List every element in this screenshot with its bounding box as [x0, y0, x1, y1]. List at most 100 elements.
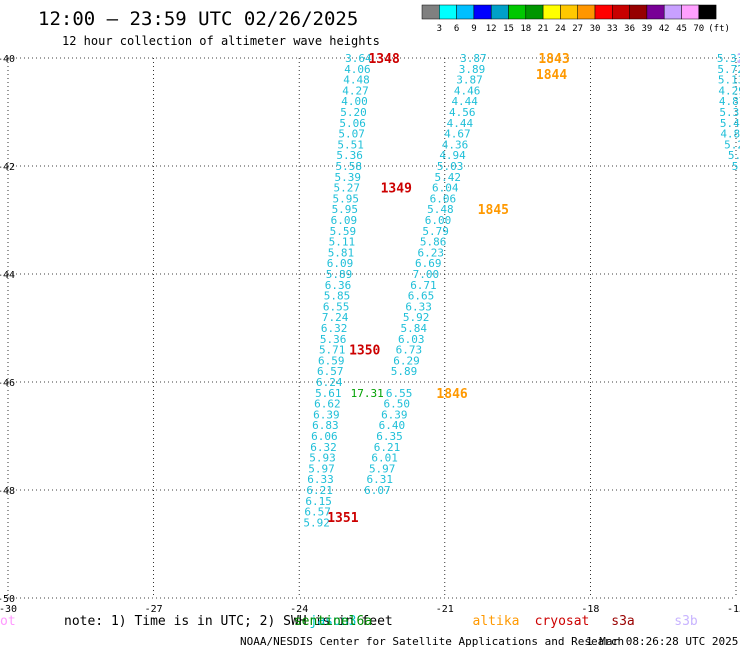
wave-height-value: 5.36	[320, 333, 347, 346]
wave-height-value: 5.72	[717, 63, 740, 76]
chart-title: 12:00 – 23:59 UTC 02/26/2025	[38, 8, 358, 30]
wave-height-value: 6.71	[410, 279, 437, 292]
wave-height-value: 5.92	[303, 516, 330, 529]
satellite-altika: altika	[473, 614, 520, 629]
wave-height-value: 5.20	[340, 106, 367, 119]
wave-height-value: 5.86	[420, 236, 447, 249]
axis-ticks: -30 -27 -24 -21 -18 -15 -40 -42 -44 -46 -48 -50	[0, 54, 740, 615]
legend-label: 3	[437, 24, 442, 34]
pass-time-label: 1845	[478, 203, 509, 218]
note-text: note: 1) Time is in UTC; 2) SWH is in fe…	[64, 614, 393, 629]
legend-swatch	[542, 4, 561, 20]
satellite-jason3: jason3	[310, 614, 357, 629]
pass-time-label: 1846	[436, 387, 467, 402]
wave-height-value: 5.27	[334, 182, 361, 195]
wave-height-value: 5.51	[337, 138, 364, 151]
wave-height-value: 6.21	[374, 441, 401, 454]
pass-time-label: 1349	[381, 182, 412, 197]
wave-height-value: 6.09	[331, 214, 358, 227]
wave-height-value: 5.85	[324, 290, 351, 303]
wave-height-value: 3.89	[459, 63, 486, 76]
wave-height-value: 5.58	[335, 160, 362, 173]
wave-height-value: 6.62	[314, 398, 341, 411]
x-tick-label: -18	[581, 604, 599, 615]
wave-height-value: 4.89	[720, 128, 740, 141]
y-tick-label: -50	[0, 594, 15, 605]
wave-height-value: 5.2	[724, 138, 740, 151]
wave-height-value: 6.69	[415, 257, 442, 270]
satellite-s3b: s3b	[674, 614, 698, 629]
wave-height-value: 6.73	[396, 344, 423, 357]
legend-swatch	[594, 4, 613, 20]
legend-label: 24	[555, 24, 566, 34]
wave-height-value: 4.87	[719, 95, 740, 108]
y-tick-label: -44	[0, 270, 15, 281]
wave-height-value: 5.36	[336, 149, 363, 162]
wave-height-value: 5.89	[391, 365, 418, 378]
chart-subtitle: 12 hour collection of altimeter wave hei…	[62, 34, 380, 48]
wave-height-value: 6.65	[408, 290, 435, 303]
legend-label: 36	[624, 24, 635, 34]
x-tick-label: -30	[0, 604, 17, 615]
wave-height-value: 4.00	[341, 95, 368, 108]
pass-time-label: 1843	[538, 52, 569, 67]
wave-height-value: 6.07	[364, 484, 391, 497]
satellite-sentinel6a: sentinel6a	[294, 614, 372, 629]
legend-swatch	[525, 4, 544, 20]
legend-label: 21	[538, 24, 549, 34]
wave-height-value: 5.95	[332, 203, 359, 216]
wave-height-value: 6.57	[304, 506, 331, 519]
wave-height-value: 6.39	[381, 408, 408, 421]
legend-swatch	[681, 4, 700, 20]
wave-height-value: 6.36	[325, 279, 352, 292]
wave-height-value: 4.44	[447, 117, 474, 130]
wave-height-value: 7.24	[322, 311, 349, 324]
legend-swatch	[698, 4, 717, 20]
wave-height-value: 5.13	[718, 74, 740, 87]
legend-label: 42	[659, 24, 670, 34]
legend-label: 9	[471, 24, 476, 34]
wave-height-value: 5.06	[339, 117, 366, 130]
color-legend: 3 6 9 12 15 18 21 24 27 30 33 36 39 42 45 70 (ft)	[421, 4, 730, 34]
wave-height-value: 5.07	[338, 128, 365, 141]
wave-height-value: 5.59	[330, 225, 357, 238]
pass-time-label: 1350	[349, 344, 380, 359]
wave-height-value: 6.01	[371, 452, 398, 465]
legend-swatch	[421, 4, 440, 20]
y-tick-label: -42	[0, 162, 15, 173]
credit-text: NOAA/NESDIS Center for Satellite Applica…	[240, 635, 624, 648]
grid	[7, 57, 737, 599]
wave-height-value: 5.71	[319, 344, 346, 357]
legend-label: 39	[641, 24, 652, 34]
timestamp-text: 1 Mar 08:26:28 UTC 2025	[586, 635, 738, 648]
wave-height-value: 6.83	[312, 419, 339, 432]
legend-label: 27	[572, 24, 583, 34]
wave-height-value: 6.57	[317, 365, 344, 378]
wave-height-value: 5.33	[717, 52, 740, 65]
legend-label: 30	[590, 24, 601, 34]
x-tick-label: -27	[145, 604, 163, 615]
x-tick-label: -24	[290, 604, 308, 615]
legend-label: 70	[693, 24, 704, 34]
wave-height-value: 5.38	[719, 106, 740, 119]
wave-height-value: 4.48	[343, 74, 370, 87]
wave-height-value: 4.44	[451, 95, 478, 108]
wave-height-value: 6.32	[321, 322, 348, 335]
wave-height-value: 17.31	[351, 387, 384, 400]
y-tick-label: -48	[0, 486, 15, 497]
wave-height-value: 5.03	[437, 160, 464, 173]
legend-swatch	[577, 4, 596, 20]
wave-height-value: 6.29	[393, 354, 420, 367]
wave-height-value: 6.09	[327, 257, 354, 270]
wave-height-value: 7.00	[413, 268, 440, 281]
wave-height-value: 5.84	[400, 322, 427, 335]
wave-height-value: 3.87	[460, 52, 487, 65]
legend-swatch	[456, 4, 475, 20]
legend-unit: (ft)	[708, 24, 730, 34]
wave-height-value: 6.33	[307, 473, 334, 486]
wave-height-value: 6.24	[316, 376, 343, 389]
wave-height-value: 6.04	[432, 182, 459, 195]
wave-height-value: 5.97	[308, 462, 335, 475]
